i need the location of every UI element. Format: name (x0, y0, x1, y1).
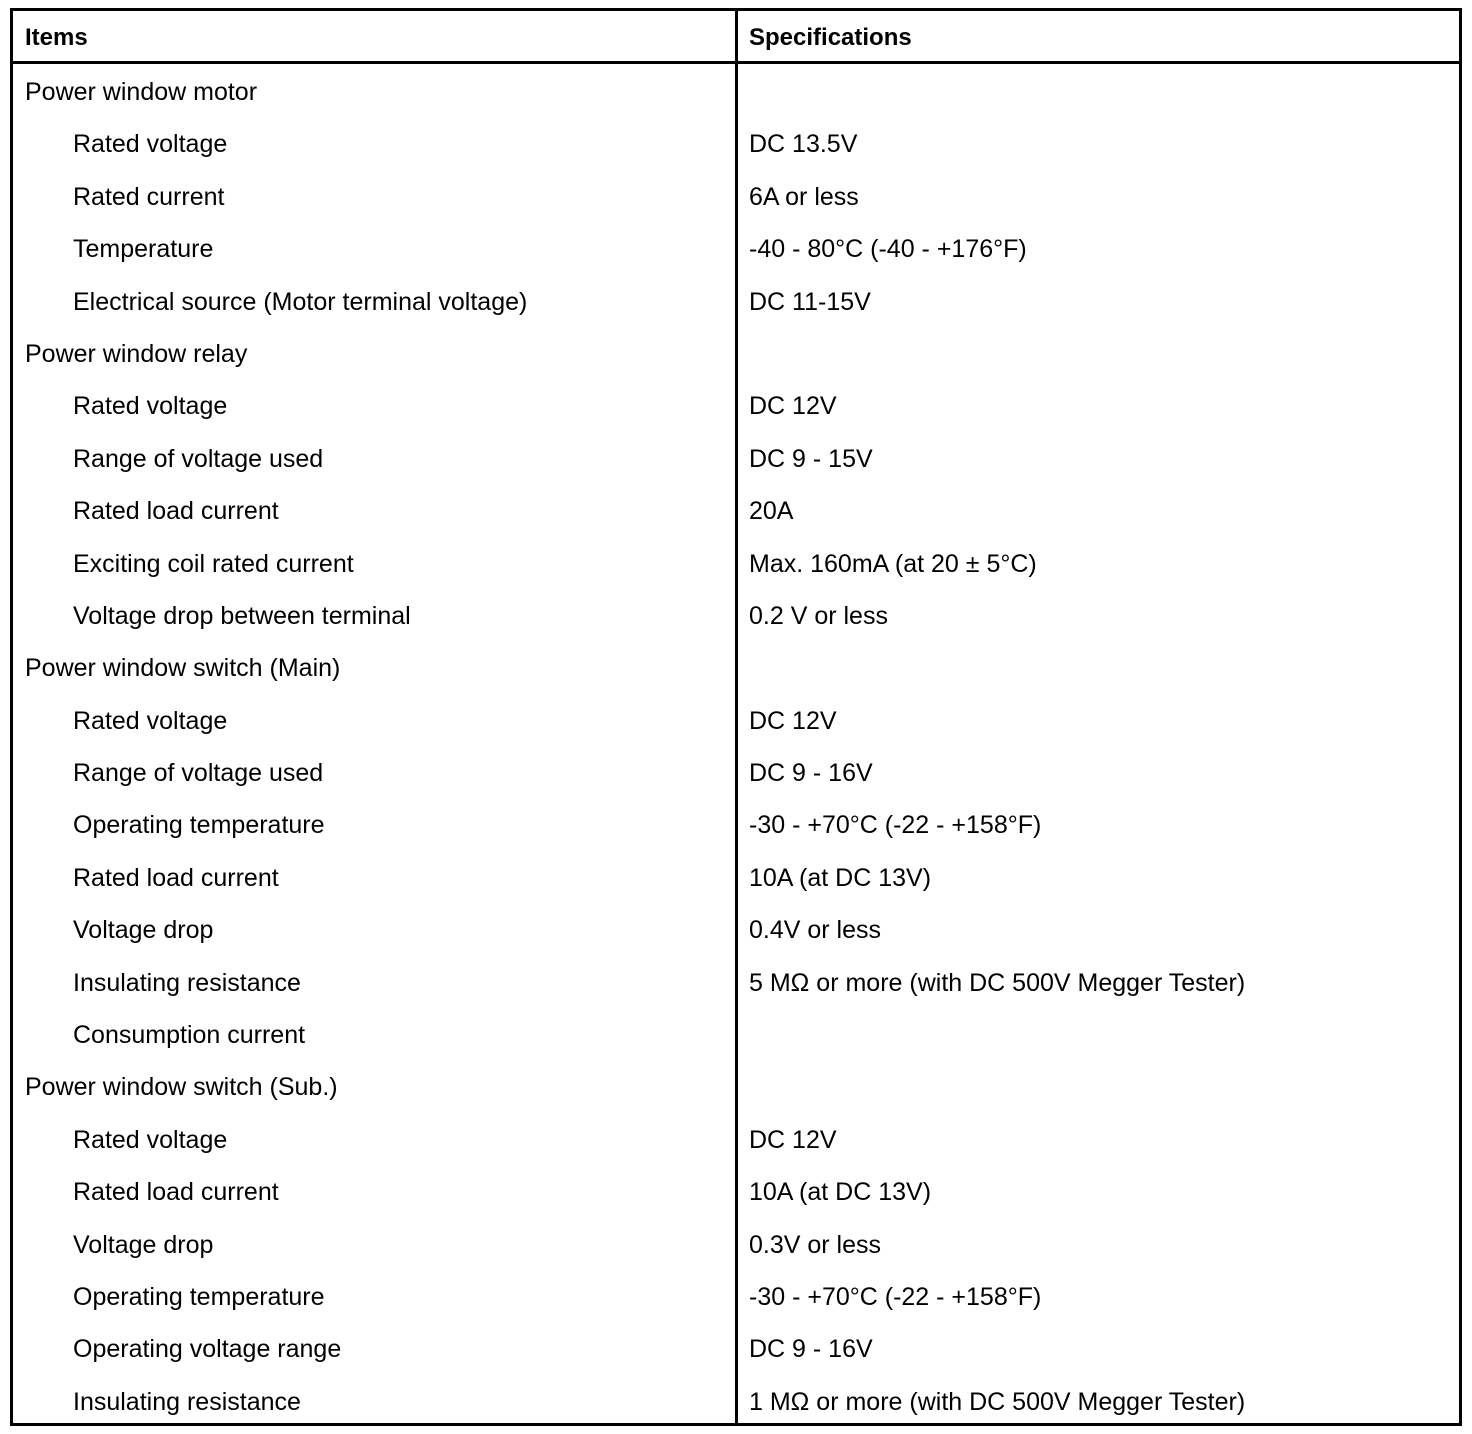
item-cell: Rated load current (73, 1178, 279, 1207)
spec-cell: DC 9 - 16V (749, 1335, 873, 1364)
table-group-row: Power window relay (13, 326, 1459, 378)
item-cell: Power window switch (Main) (25, 654, 341, 683)
table-row: Operating voltage range DC 9 - 16V (13, 1321, 1459, 1373)
item-cell: Rated voltage (73, 706, 228, 735)
spec-cell: DC 12V (749, 1125, 837, 1154)
item-cell: Voltage drop (73, 1230, 214, 1259)
item-cell: Rated voltage (73, 130, 228, 159)
table-row: Exciting coil rated current Max. 160mA (a… (13, 536, 1459, 588)
table-row: Voltage drop 0.3V or less (13, 1217, 1459, 1269)
item-cell: Power window relay (25, 339, 248, 368)
spec-cell: -30 - +70°C (-22 - +158°F) (749, 1282, 1042, 1311)
header-specifications: Specifications (749, 24, 912, 51)
item-cell: Power window switch (Sub.) (25, 1073, 338, 1102)
item-cell: Operating voltage range (73, 1335, 342, 1364)
table-row: Rated load current 20A (13, 483, 1459, 535)
spec-cell: 5 MΩ or more (with DC 500V Megger Tester… (749, 968, 1246, 997)
table-body: Power window motor Rated voltage DC 13.5V R… (13, 64, 1459, 1426)
item-cell: Power window motor (25, 78, 258, 106)
column-divider (735, 11, 738, 1423)
spec-cell: 10A (at DC 13V) (749, 863, 932, 892)
item-cell: Rated load current (73, 863, 279, 892)
item-cell: Consumption current (73, 1021, 306, 1050)
table-row: Rated voltage DC 12V (13, 1112, 1459, 1164)
item-cell: Insulating resistance (73, 1387, 301, 1416)
spec-cell: DC 9 - 16V (749, 759, 873, 788)
item-cell: Voltage drop between terminal (73, 601, 411, 630)
item-cell: Rated voltage (73, 1125, 228, 1154)
table-group-row: Power window motor (13, 64, 1459, 116)
spec-cell: 1 MΩ or more (with DC 500V Megger Tester… (749, 1387, 1246, 1416)
item-cell: Range of voltage used (73, 444, 324, 473)
item-cell: Voltage drop (73, 916, 214, 945)
table-row: Rated load current 10A (at DC 13V) (13, 1164, 1459, 1216)
table-row: Insulating resistance 1 MΩ or more (with … (13, 1374, 1459, 1426)
item-cell: Insulating resistance (73, 968, 301, 997)
item-cell: Operating temperature (73, 1282, 325, 1311)
spec-cell: 6A or less (749, 182, 859, 211)
table-row: Range of voltage used DC 9 - 15V (13, 431, 1459, 483)
table-row: Insulating resistance 5 MΩ or more (with … (13, 955, 1459, 1007)
spec-cell: 0.4V or less (749, 916, 882, 945)
item-cell: Range of voltage used (73, 759, 324, 788)
table-row: Temperature -40 - 80°C (-40 - +176°F) (13, 221, 1459, 273)
spec-cell: -40 - 80°C (-40 - +176°F) (749, 235, 1027, 264)
table-row: Rated current 6A or less (13, 169, 1459, 221)
item-cell: Electrical source (Motor terminal voltag… (73, 287, 528, 316)
item-cell: Operating temperature (73, 811, 325, 840)
table-row: Voltage drop 0.4V or less (13, 902, 1459, 954)
spec-cell: 20A (749, 497, 794, 526)
spec-cell: Max. 160mA (at 20 ± 5°C) (749, 549, 1037, 578)
table-group-row: Power window switch (Sub.) (13, 1059, 1459, 1111)
table-row: Rated voltage DC 13.5V (13, 116, 1459, 168)
item-cell: Temperature (73, 235, 214, 264)
spec-cell: 0.3V or less (749, 1230, 882, 1259)
table-row: Voltage drop between terminal 0.2 V or le… (13, 588, 1459, 640)
table-row: Rated load current 10A (at DC 13V) (13, 850, 1459, 902)
table-row: Rated voltage DC 12V (13, 378, 1459, 430)
spec-table: Items Specifications Power window motor R… (10, 8, 1462, 1426)
table-row: Rated voltage DC 12V (13, 693, 1459, 745)
spec-cell: DC 11-15V (749, 287, 871, 316)
header-items: Items (25, 24, 88, 51)
table-row: Electrical source (Motor terminal voltag… (13, 274, 1459, 326)
spec-cell: 10A (at DC 13V) (749, 1178, 932, 1207)
table-header: Items Specifications (13, 11, 1459, 64)
table-row: Range of voltage used DC 9 - 16V (13, 745, 1459, 797)
spec-cell: DC 12V (749, 392, 837, 421)
item-cell: Rated current (73, 182, 225, 211)
table-row: Consumption current (13, 1007, 1459, 1059)
spec-cell: DC 9 - 15V (749, 444, 873, 473)
table-group-row: Power window switch (Main) (13, 640, 1459, 692)
item-cell: Rated load current (73, 497, 279, 526)
spec-cell: 0.2 V or less (749, 601, 888, 630)
item-cell: Rated voltage (73, 392, 228, 421)
spec-cell: -30 - +70°C (-22 - +158°F) (749, 811, 1042, 840)
table-row: Operating temperature -30 - +70°C (-22 - … (13, 1269, 1459, 1321)
item-cell: Exciting coil rated current (73, 549, 354, 578)
spec-cell: DC 12V (749, 706, 837, 735)
spec-cell: DC 13.5V (749, 130, 858, 159)
table-row: Operating temperature -30 - +70°C (-22 - … (13, 797, 1459, 849)
